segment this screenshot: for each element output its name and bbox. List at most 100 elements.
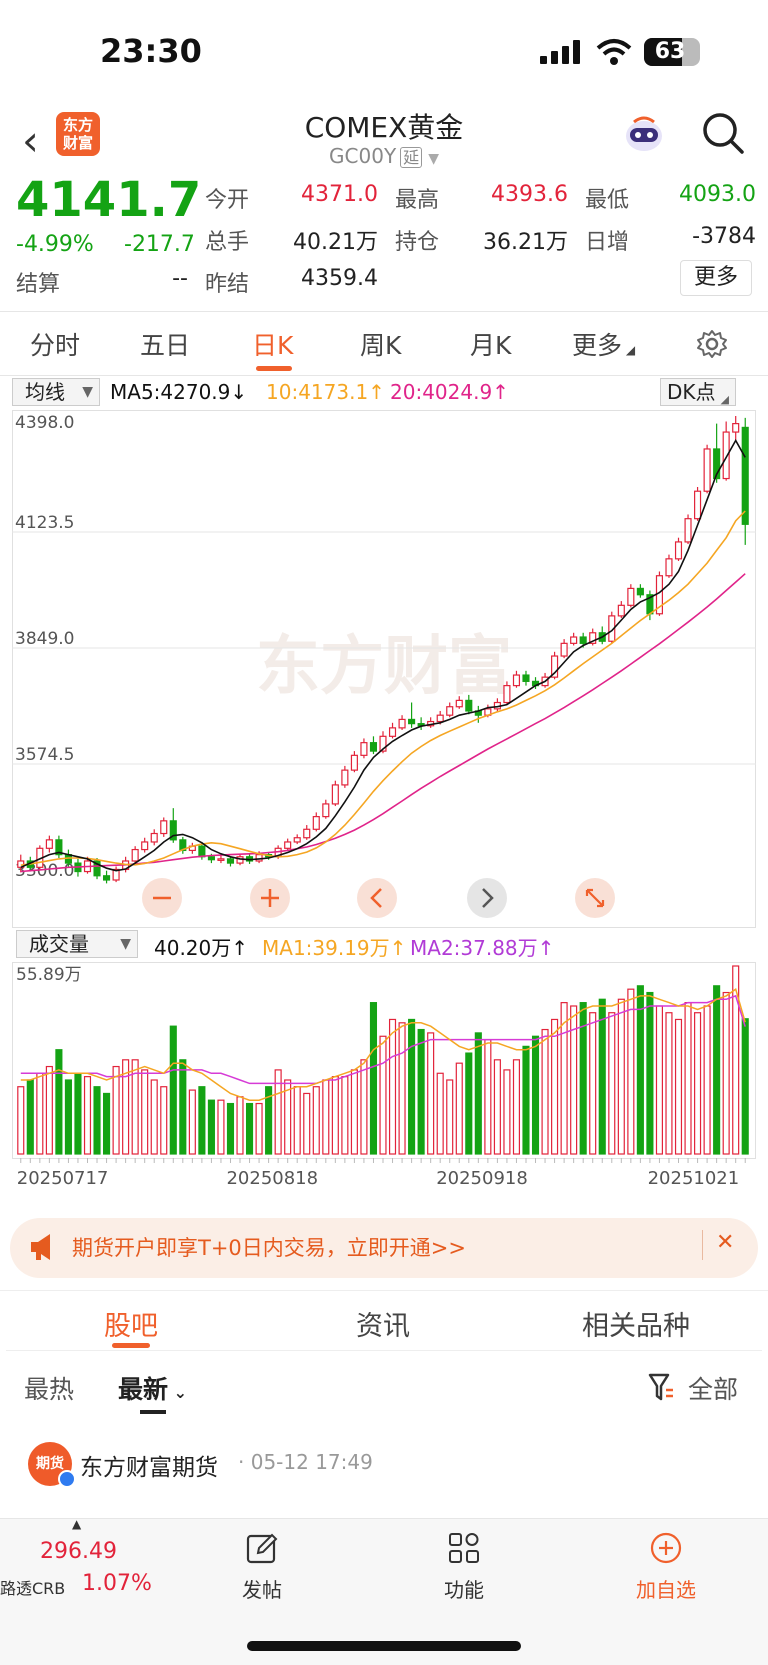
volume-bar	[703, 1005, 711, 1155]
zoom-in-button[interactable]	[250, 878, 290, 918]
contract-code[interactable]: GC00Y 延 ▼	[0, 144, 768, 168]
clock: 23:30	[100, 32, 202, 70]
filter-icon[interactable]	[648, 1372, 674, 1402]
candle-body	[112, 868, 120, 881]
volume-bar	[589, 1012, 597, 1155]
fullscreen-icon[interactable]	[575, 878, 615, 918]
volume-bar	[122, 1059, 130, 1155]
volume-bar	[36, 1072, 44, 1155]
indicator-select[interactable]: 均线 ▼	[12, 378, 100, 406]
add-watchlist-button[interactable]: 加自选	[606, 1531, 726, 1603]
robot-assistant-icon[interactable]	[622, 114, 666, 154]
promo-text: 期货开户即享T+0日内交易，立即开通>>	[72, 1236, 466, 1260]
tab-intraday[interactable]: 分时	[30, 331, 81, 360]
volume-bar	[455, 1062, 463, 1155]
sort-hot[interactable]: 最热	[24, 1375, 75, 1404]
volume-bar	[617, 998, 625, 1155]
candle-body	[169, 820, 177, 841]
index-value[interactable]: 296.49	[40, 1539, 117, 1564]
volume-bar	[570, 1005, 578, 1155]
index-name: 路透CRB	[0, 1579, 66, 1598]
volume-select[interactable]: 成交量 ▼	[16, 930, 138, 958]
zoom-out-button[interactable]	[142, 878, 182, 918]
date-axis-label: 20251021	[648, 1168, 740, 1189]
dk-point-label: DK点	[667, 380, 716, 404]
volume-bar	[207, 1099, 215, 1155]
tab-related[interactable]: 相关品种	[582, 1311, 690, 1342]
candle-body	[636, 587, 644, 596]
volume-bar	[560, 1002, 568, 1155]
volume-bar	[217, 1099, 225, 1155]
close-icon[interactable]: ✕	[716, 1230, 735, 1255]
chart-frame	[12, 410, 756, 928]
settings-gear-icon[interactable]	[696, 328, 728, 360]
account-promo-banner[interactable]: 期货开户即享T+0日内交易，立即开通>> ✕	[10, 1218, 758, 1278]
volume-bar	[103, 1092, 111, 1155]
status-bar: 23:30 63	[0, 0, 768, 100]
sort-latest-label: 最新	[118, 1375, 169, 1404]
change-percent: -4.99%	[16, 232, 94, 257]
volume-bar	[608, 1012, 616, 1155]
candle-body	[436, 714, 444, 723]
volume-bar	[541, 1028, 549, 1155]
volume-bar	[350, 1069, 358, 1155]
date-axis-label: 20250818	[226, 1168, 318, 1189]
candle-body	[284, 841, 292, 849]
dk-point-button[interactable]: DK点 ◢	[660, 378, 736, 406]
volume-chart[interactable]: 55.89万 20250717 20250818 20250918 20251021	[12, 962, 756, 1202]
volume-bar	[131, 1059, 139, 1155]
filter-all[interactable]: 全部	[688, 1375, 739, 1404]
volume-select-label: 成交量	[29, 932, 89, 956]
volume-bar	[265, 1086, 273, 1155]
scroll-right-button[interactable]	[467, 878, 507, 918]
dropdown-arrow-icon: ▼	[120, 936, 131, 952]
volume-bar	[551, 1018, 559, 1155]
candle-body	[322, 803, 330, 818]
candle-body	[141, 841, 149, 851]
tab-five-day[interactable]: 五日	[140, 331, 191, 360]
volume-bar	[331, 1076, 339, 1155]
post-author[interactable]: 东方财富期货	[80, 1455, 218, 1481]
candle-body	[293, 837, 301, 843]
dropdown-arrow-icon: ▼	[82, 384, 93, 400]
volume-ma1: MA1:39.19万↑	[262, 936, 407, 960]
candle-body	[45, 839, 53, 849]
volume-bar	[408, 1018, 416, 1155]
back-icon[interactable]: ‹	[22, 116, 39, 165]
last-price: 4141.7	[16, 172, 202, 228]
low-value: 4093.0	[679, 182, 756, 207]
grid-icon	[449, 1533, 479, 1563]
candle-body	[408, 718, 416, 725]
post-button[interactable]: 发帖	[202, 1531, 322, 1603]
watermark: 东方财富	[256, 630, 512, 704]
tab-more[interactable]: 更多 ◢	[572, 331, 636, 360]
candle-body	[741, 426, 749, 525]
ma5-value: MA5:4270.9↓	[110, 380, 248, 404]
volume-bar	[627, 988, 635, 1155]
tab-news[interactable]: 资讯	[356, 1311, 410, 1342]
volume-bar	[417, 1028, 425, 1155]
tab-forum[interactable]: 股吧	[104, 1311, 158, 1342]
tab-weekly-k[interactable]: 周K	[360, 331, 402, 360]
volume-bar	[522, 1045, 530, 1155]
candle-body	[379, 735, 387, 752]
eastmoney-logo: 东方 财富	[56, 112, 100, 156]
more-quote-button[interactable]: 更多	[680, 260, 752, 296]
settle-label: 结算	[16, 272, 61, 297]
high-value: 4393.6	[491, 182, 568, 207]
volume-bar	[74, 1072, 82, 1155]
search-icon[interactable]	[700, 110, 746, 156]
tab-daily-k[interactable]: 日K	[252, 331, 294, 360]
candle-body	[694, 490, 702, 520]
volume-bar	[379, 1035, 387, 1155]
candle-body	[312, 816, 320, 830]
volume-bar	[674, 1018, 683, 1155]
candle-body	[360, 742, 368, 756]
price-axis-label: 3849.0	[15, 629, 74, 649]
sort-latest[interactable]: 最新 ⌄	[118, 1370, 187, 1406]
scroll-left-button[interactable]	[357, 878, 397, 918]
wifi-icon	[596, 39, 632, 65]
tab-monthly-k[interactable]: 月K	[470, 331, 512, 360]
function-button[interactable]: 功能	[404, 1531, 524, 1603]
